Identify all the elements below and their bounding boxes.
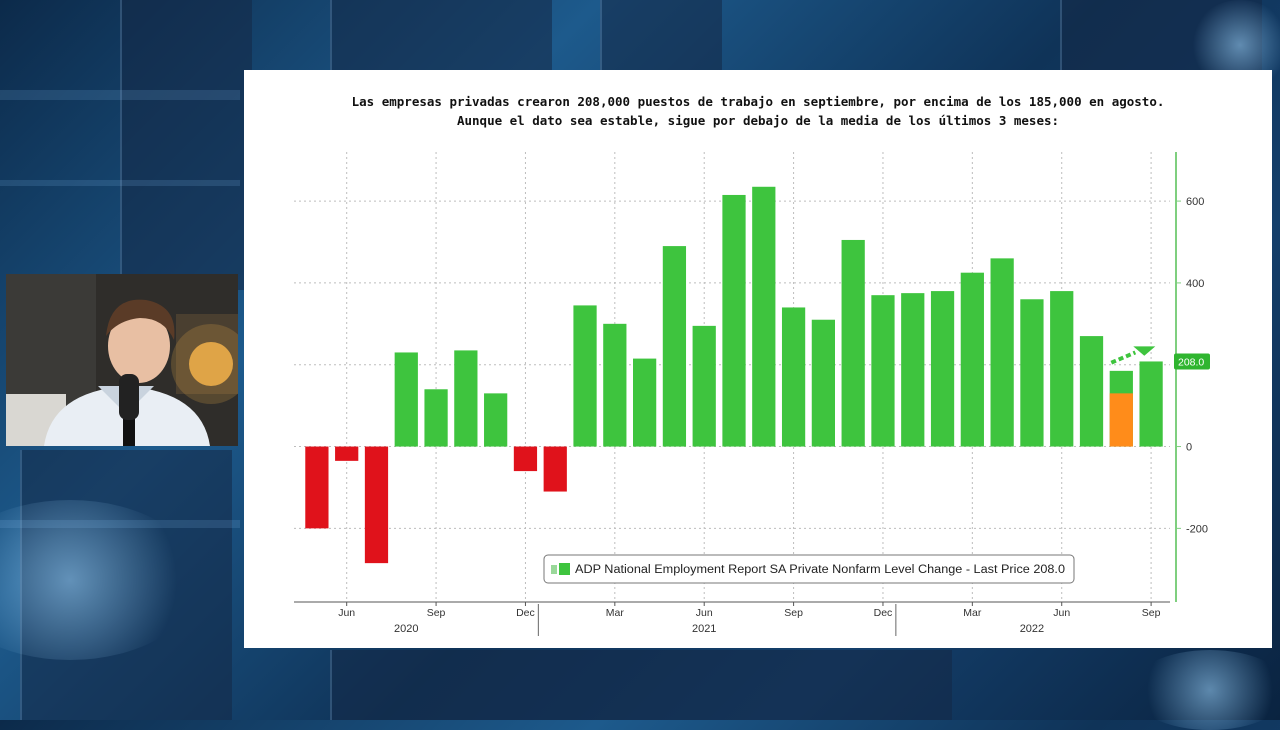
bar: [841, 239, 865, 447]
last-price-tag: [1174, 353, 1210, 370]
background-building: [330, 0, 552, 70]
webcam-overlay: [6, 274, 238, 446]
bar: [603, 323, 627, 447]
year-label: 2020: [394, 623, 418, 635]
bar-chart: -2000200400600208.0JunSepDecMarJunSepDec…: [294, 152, 1210, 636]
trend-arrowhead: [1133, 346, 1156, 356]
background-glow: [0, 500, 200, 660]
bar: [901, 293, 925, 447]
chart-title-line-2: Aunque el dato sea estable, sigue por de…: [456, 113, 1060, 128]
x-tick-label: Jun: [696, 607, 713, 619]
x-tick-label: Dec: [874, 607, 893, 619]
x-tick-label: Mar: [606, 607, 625, 619]
bar: [722, 194, 746, 447]
last-price-label: 208.0: [1178, 356, 1204, 368]
bar: [781, 307, 806, 447]
year-label: 2021: [692, 623, 716, 635]
x-tick-label: Mar: [963, 607, 982, 619]
x-tick-label: Jun: [338, 607, 355, 619]
bar: [633, 358, 657, 447]
chart-title-line-1: Las empresas privadas crearon 208,000 pu…: [351, 94, 1165, 109]
bar: [752, 186, 776, 447]
bar: [1020, 299, 1044, 447]
bar: [573, 305, 597, 447]
bar: [692, 325, 716, 447]
highlight-bar: [1109, 393, 1133, 447]
year-label: 2022: [1020, 623, 1044, 635]
x-tick-label: Sep: [784, 607, 803, 619]
bar: [513, 446, 538, 472]
background-glow: [1130, 650, 1280, 730]
bar: [662, 246, 687, 447]
legend-swatch: [559, 563, 570, 575]
bar: [335, 446, 359, 461]
x-tick-label: Dec: [516, 607, 535, 619]
background-building: [120, 0, 252, 290]
bar: [484, 393, 508, 447]
legend-box: [543, 554, 1075, 584]
bar: [1139, 361, 1163, 447]
bar: [454, 350, 478, 447]
bar: [811, 319, 835, 447]
legend-label: ADP National Employment Report SA Privat…: [575, 564, 1065, 576]
bar: [871, 295, 895, 447]
bar: [543, 446, 567, 492]
y-tick-label: 400: [1186, 278, 1204, 290]
bar: [305, 446, 329, 529]
bar: [364, 446, 389, 564]
bar: [930, 291, 955, 447]
bar: [990, 258, 1014, 447]
bar: [1079, 336, 1104, 447]
chart-card: Las empresas privadas crearon 208,000 pu…: [244, 70, 1272, 648]
presenter-video: [6, 274, 238, 446]
background-light-streak: [0, 180, 240, 186]
trend-arrow: [1110, 350, 1137, 365]
bar: [1050, 291, 1074, 447]
y-tick-label: 600: [1186, 196, 1204, 208]
background-light-streak: [0, 90, 240, 100]
legend-swatch: [551, 565, 557, 574]
bar: [960, 272, 984, 447]
background-building: [600, 0, 722, 70]
bar: [394, 352, 418, 447]
bar: [424, 389, 448, 447]
y-tick-label: -200: [1186, 523, 1208, 535]
background-building: [330, 650, 952, 720]
x-tick-label: Sep: [1142, 607, 1161, 619]
y-tick-label: 0: [1186, 442, 1192, 454]
x-tick-label: Jun: [1053, 607, 1070, 619]
x-tick-label: Sep: [427, 607, 446, 619]
